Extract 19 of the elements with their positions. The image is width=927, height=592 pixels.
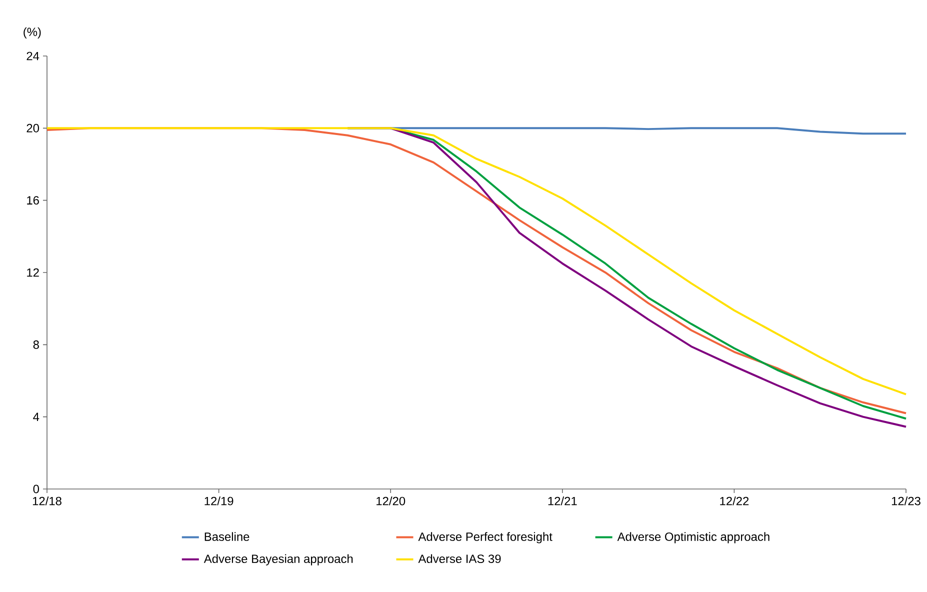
legend-label: Adverse Optimistic approach	[617, 532, 770, 544]
legend-label: Adverse IAS 39	[418, 554, 501, 564]
x-tick-label: 12/18	[32, 496, 62, 506]
x-tick-label: 12/19	[204, 496, 234, 506]
y-tick-label: 24	[26, 52, 40, 60]
x-tick-label: 12/22	[720, 496, 749, 506]
legend-label: Baseline	[204, 532, 250, 541]
legend-label: Adverse Perfect foresight	[418, 532, 552, 544]
y-tick-label: 20	[26, 124, 40, 132]
x-tick-label: 12/23	[892, 496, 920, 506]
legend-label: Adverse Bayesian approach	[204, 554, 353, 566]
x-tick-label: 12/20	[376, 496, 406, 506]
y-tick-label: 8	[33, 340, 39, 349]
y-tick-label: 4	[33, 412, 40, 421]
x-tick-label: 12/21	[548, 496, 577, 506]
y-axis-title: (%)	[24, 27, 41, 38]
y-tick-label: 0	[33, 484, 40, 494]
y-tick-label: 16	[27, 196, 39, 205]
y-tick-label: 12	[27, 268, 39, 277]
